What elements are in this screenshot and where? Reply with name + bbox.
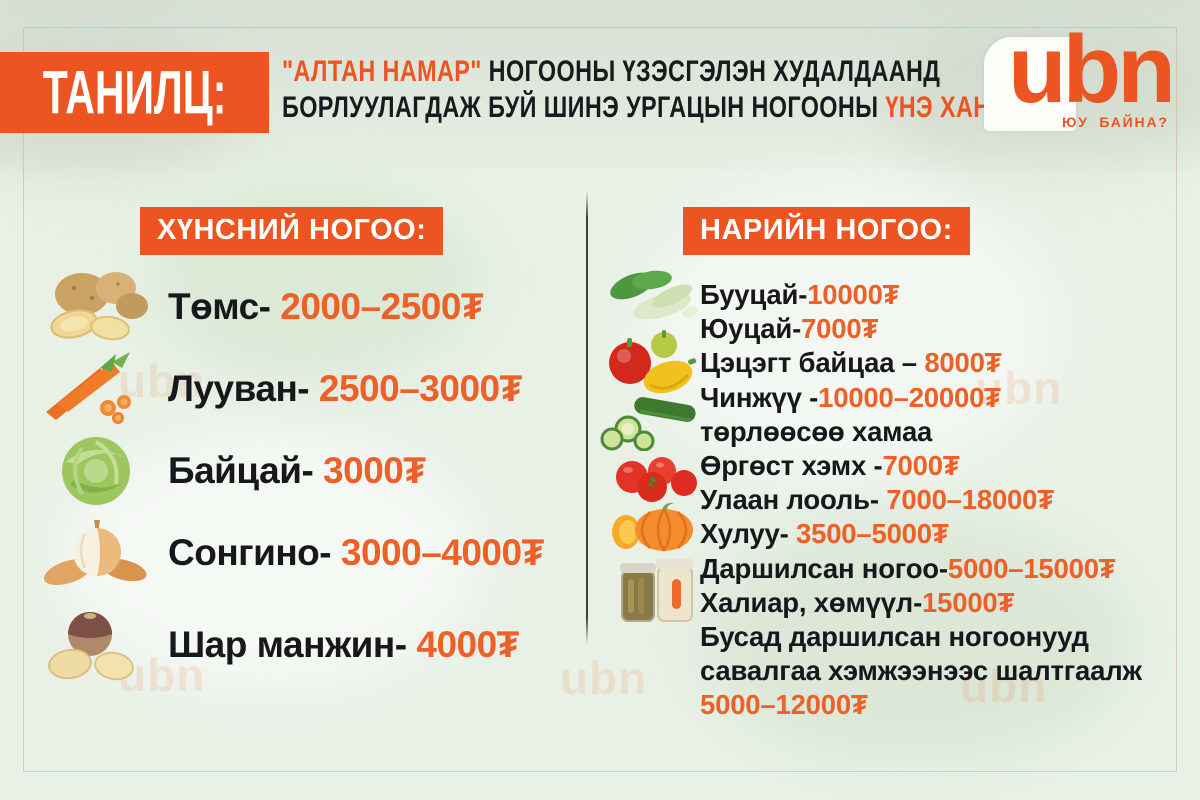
price-line: Юуцай-7000₮ [700, 313, 879, 345]
headline-text-1: НОГООНЫ ҮЗЭСГЭЛЭН ХУДАЛДААНД [481, 55, 941, 88]
price-line: Улаан лооль- 7000–18000₮ [700, 484, 1054, 516]
price-line: савалгаа хэмжээнээс шалтгаалж [700, 655, 1142, 687]
logo-background-box [984, 37, 1076, 131]
bell-peppers-icon [602, 329, 702, 400]
bokchoy-icon [604, 268, 700, 331]
price-line: Чинжүү -10000–20000₮ [700, 381, 1001, 413]
logo-tagline: ЮУ БАЙНА? [1062, 114, 1169, 130]
tag-banner: ТАНИЛЦ: [0, 52, 269, 133]
ubn-watermark: ubn [960, 660, 1048, 712]
turnip-icon [40, 606, 152, 684]
headline-line-1: "АЛТАН НАМАР" НОГООНЫ ҮЗЭСГЭЛЭН ХУДАЛДАА… [282, 54, 1014, 90]
right-column-heading: НАРИЙН НОГОО: [683, 207, 970, 255]
price-line: 5000–12000₮ [700, 689, 868, 721]
fine-vegetable-list: Бууцай-10000₮ Юуцай-7000₮ Цэцэгт байцаа … [700, 278, 1142, 723]
item-label: Төмс- 2000–2500₮ [168, 286, 484, 327]
price-row: Төмс- 2000–2500₮ [40, 266, 544, 348]
price-line: Халиар, хөмүүл-15000₮ [700, 586, 1015, 618]
cabbage-icon [40, 432, 152, 510]
price-line: Бууцай-10000₮ [700, 279, 900, 310]
food-vegetable-list: Төмс- 2000–2500₮ Лууван- 2500–3000₮ [40, 266, 544, 686]
price-row: Шар манжин- 4000₮ [40, 604, 544, 686]
price-row: Сонгино- 3000–4000₮ [40, 512, 544, 594]
item-label: Шар манжин- 4000₮ [168, 624, 519, 665]
headline-text-2: БОРЛУУЛАГДАЖ БУЙ ШИНЭ УРГАЦЫН НОГООНЫ [282, 91, 886, 124]
left-column-heading: ХҮНСНИЙ НОГОО: [140, 207, 444, 255]
price-line: Даршилсан ногоо-5000–15000₮ [700, 552, 1116, 584]
price-line: Цэцэгт байцаа – 8000₮ [700, 347, 1002, 379]
headline-line-2: БОРЛУУЛАГДАЖ БУЙ ШИНЭ УРГАЦЫН НОГООНЫ ҮН… [282, 90, 1014, 126]
price-row: Байцай- 3000₮ [40, 430, 544, 512]
pumpkin-icon [606, 502, 702, 557]
carrot-icon [40, 350, 152, 428]
headline-highlight-1: "АЛТАН НАМАР" [282, 55, 482, 88]
pickle-jars-icon [612, 555, 698, 630]
price-row: Лууван- 2500–3000₮ [40, 348, 544, 430]
tomatoes-icon [604, 451, 704, 508]
ubn-watermark: ubn [560, 652, 648, 704]
price-line: Бусад даршилсан ногоонууд [700, 621, 1089, 653]
item-label: Сонгино- 3000–4000₮ [168, 532, 544, 573]
item-label: Байцай- 3000₮ [168, 450, 426, 491]
background-blob [60, 430, 480, 690]
price-line: Хулуу- 3500–5000₮ [700, 518, 949, 550]
ubn-watermark: ubn [118, 649, 206, 701]
headline: "АЛТАН НАМАР" НОГООНЫ ҮЗЭСГЭЛЭН ХУДАЛДАА… [282, 54, 1200, 126]
ubn-logo: ubn [1008, 16, 1176, 123]
background-blob [700, 520, 1130, 760]
price-line: төрлөөсөө хамаа [700, 415, 933, 447]
cucumber-icon [600, 397, 700, 456]
onion-icon [40, 514, 152, 592]
price-line: Өргөст хэмх -7000₮ [700, 450, 960, 482]
item-label: Лууван- 2500–3000₮ [168, 368, 522, 409]
column-divider [586, 191, 588, 644]
potato-icon [40, 268, 152, 346]
ubn-watermark: ubn [118, 355, 206, 407]
ubn-watermark: ubn [975, 362, 1063, 414]
tag-label: ТАНИЛЦ: [42, 57, 227, 128]
